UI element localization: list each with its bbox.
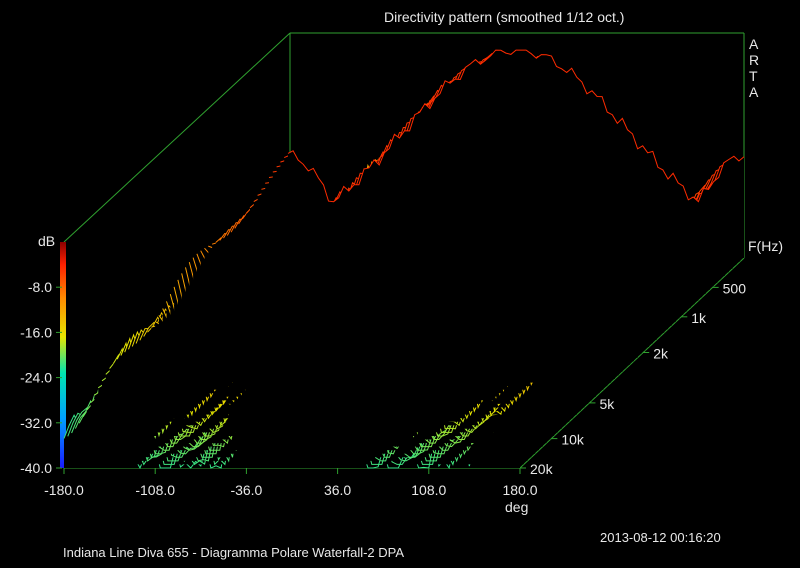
freq-tick-label: 10k bbox=[561, 432, 585, 448]
freq-tick-label: 500 bbox=[723, 280, 747, 296]
db-axis: -8.0 -16.0 -24.0 -32.0 -40.0 bbox=[20, 279, 62, 476]
db-tick-label: -16.0 bbox=[20, 324, 52, 340]
x-tick-label: 36.0 bbox=[324, 482, 351, 498]
freq-tick-label: 20k bbox=[530, 461, 554, 477]
x-tick-label: -108.0 bbox=[135, 482, 175, 498]
x-tick-label: -36.0 bbox=[230, 482, 262, 498]
x-tick-label: 180.0 bbox=[502, 482, 537, 498]
x-tick-label: -180.0 bbox=[44, 482, 84, 498]
x-tick-label: 108.0 bbox=[411, 482, 446, 498]
db-tick-label: -8.0 bbox=[28, 279, 52, 295]
brand-letter-1: A bbox=[749, 36, 759, 52]
brand-letter-3: T bbox=[749, 68, 758, 84]
waterfall-series-line bbox=[287, 49, 745, 203]
freq-tick-label: 5k bbox=[599, 396, 615, 412]
freq-tick-label: 1k bbox=[691, 310, 707, 326]
frequency-axis: 500 1k 2k 5k 10k 20k bbox=[520, 280, 746, 477]
x-axis-label: deg bbox=[505, 499, 529, 515]
brand-letter-2: R bbox=[749, 52, 760, 68]
waterfall-layers bbox=[63, 49, 745, 470]
freq-tick-label: 2k bbox=[653, 346, 669, 362]
z-axis-label: dB bbox=[38, 233, 56, 249]
brand-letter-4: A bbox=[749, 84, 759, 100]
footer-caption: Indiana Line Diva 655 - Diagramma Polare… bbox=[63, 545, 405, 560]
x-axis: -180.0 -108.0 -36.0 36.0 108.0 180.0 bbox=[44, 468, 538, 498]
db-tick-label: -40.0 bbox=[20, 460, 52, 476]
db-tick-label: -24.0 bbox=[20, 370, 52, 386]
footer-timestamp: 2013-08-12 00:16:20 bbox=[600, 530, 721, 545]
layer-mask bbox=[288, 50, 744, 258]
db-tick-label: -32.0 bbox=[20, 415, 52, 431]
y-axis-label: F(Hz) bbox=[748, 238, 783, 254]
colorbar bbox=[60, 242, 66, 468]
chart-title: Directivity pattern (smoothed 1/12 oct.) bbox=[384, 9, 625, 25]
